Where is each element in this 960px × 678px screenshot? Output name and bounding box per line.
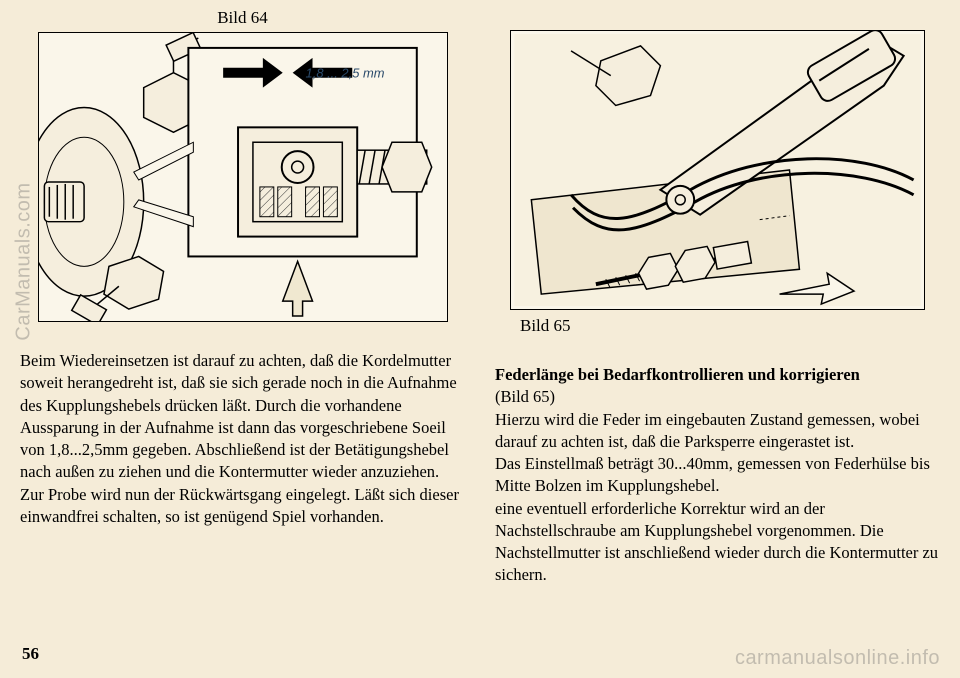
right-column: Bild 65 Federlänge bei Bedarfkontrollier… (495, 8, 940, 587)
right-body-text: Federlänge bei Bedarfkontrollieren und k… (495, 364, 940, 587)
watermark-left: CarManuals.com (13, 182, 36, 340)
spring-length-drawing (511, 31, 924, 309)
right-heading: Federlänge bei Bedarfkontrollieren und k… (495, 365, 860, 384)
left-body-text: Beim Wiedereinsetzen ist darauf zu achte… (20, 350, 465, 528)
clutch-adjustment-drawing: 1,8 ... 2,5 mm (39, 33, 447, 321)
figure-65-illustration (510, 30, 925, 310)
page-container: Bild 64 (0, 0, 960, 587)
left-paragraph-1: Beim Wiedereinsetzen ist darauf zu achte… (20, 351, 457, 481)
right-paragraph-1: Hierzu wird die Feder im eingebauten Zus… (495, 410, 920, 451)
left-column: Bild 64 (20, 8, 465, 587)
right-paragraph-3: eine eventuell erforderliche Korrektur w… (495, 499, 938, 585)
page-number: 56 (22, 644, 39, 664)
left-paragraph-2: Zur Probe wird nun der Rückwärtsgang ein… (20, 485, 459, 526)
figure-64-illustration: 1,8 ... 2,5 mm (38, 32, 448, 322)
measurement-label: 1,8 ... 2,5 mm (305, 66, 384, 81)
figure-64-caption: Bild 64 (20, 8, 465, 28)
watermark-bottom: carmanualsonline.info (735, 647, 940, 670)
right-paragraph-2: Das Einstellmaß beträgt 30...40mm, gemes… (495, 454, 930, 495)
figure-65-caption: Bild 65 (520, 316, 940, 336)
right-sub: (Bild 65) (495, 387, 555, 406)
